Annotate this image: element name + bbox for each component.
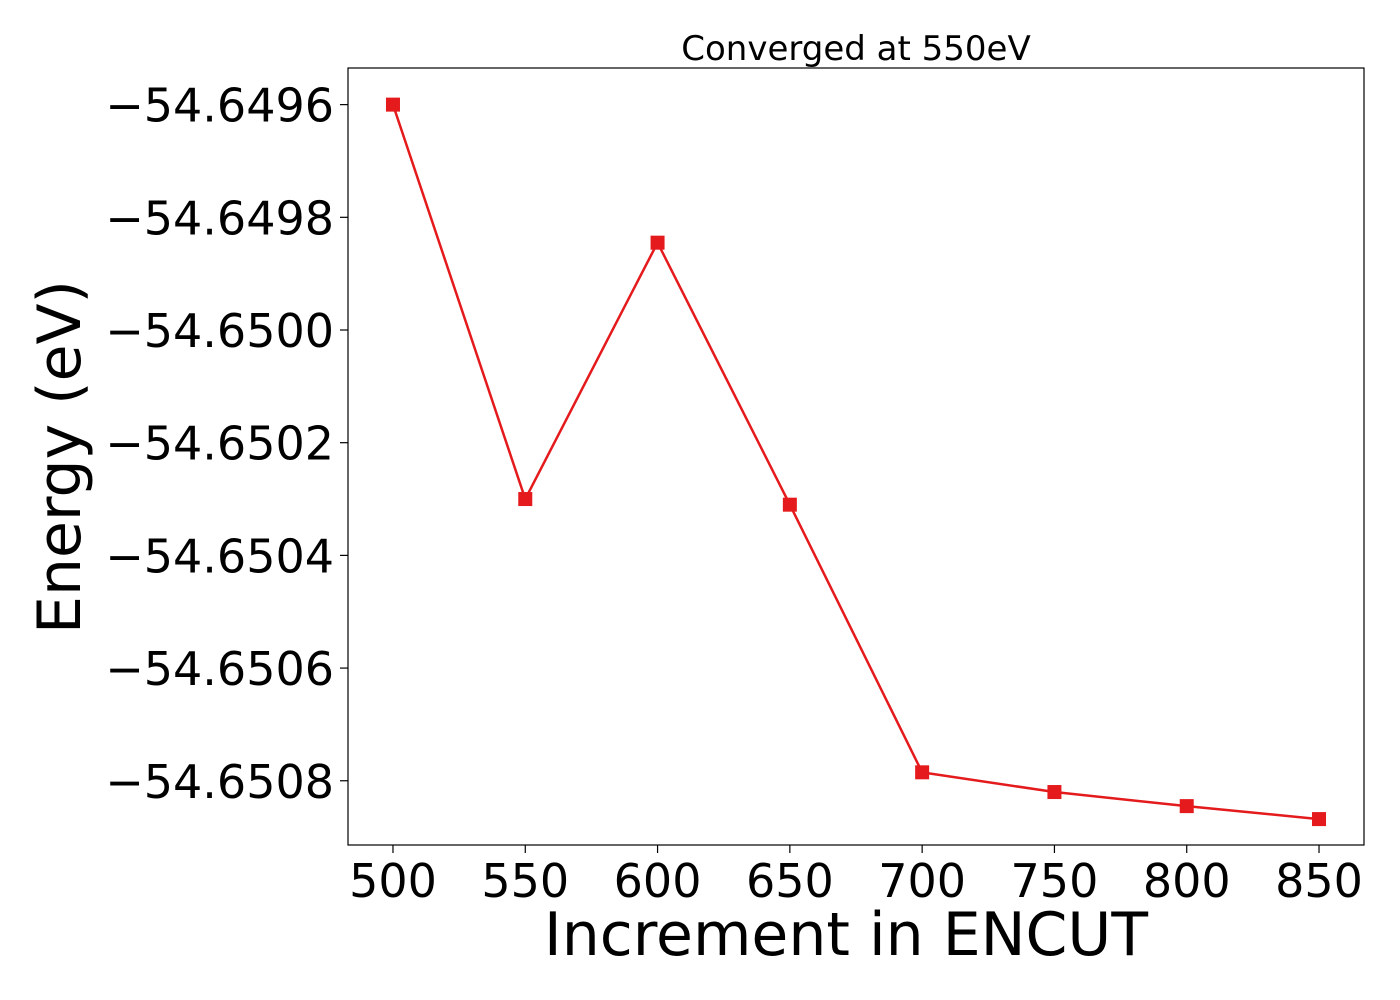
y-tick-label: −54.6508: [105, 755, 334, 809]
y-tick-label: −54.6500: [105, 304, 334, 358]
x-tick-label: 550: [481, 854, 569, 908]
x-tick-label: 850: [1275, 854, 1363, 908]
y-tick-label: −54.6506: [105, 642, 334, 696]
data-point: [915, 765, 930, 780]
data-point: [518, 492, 533, 507]
plot-area: [347, 67, 1365, 846]
data-point: [1179, 799, 1194, 814]
x-tick-label: 700: [878, 854, 966, 908]
x-tick-label: 650: [746, 854, 834, 908]
y-axis-label: Energy (eV): [25, 280, 95, 634]
data-point: [782, 497, 797, 512]
y-tick-label: −54.6504: [105, 529, 334, 583]
y-axis: −54.6496 −54.6498 −54.6500 −54.6502 −54.6504…: [105, 79, 348, 809]
x-tick-label: 500: [349, 854, 437, 908]
data-point: [385, 97, 400, 112]
series-line: [391, 104, 1320, 821]
plot-frame: [347, 67, 1365, 846]
y-tick-label: −54.6496: [105, 79, 334, 133]
data-point: [1312, 812, 1327, 827]
x-axis-label: Increment in ENCUT: [544, 900, 1148, 970]
y-tick-label: −54.6502: [105, 417, 334, 471]
x-tick-label: 800: [1143, 854, 1231, 908]
data-point: [1047, 785, 1062, 800]
data-point: [650, 235, 665, 250]
y-tick-label: −54.6498: [105, 191, 334, 245]
x-axis: 500 550 600 650 700 750 800 850: [349, 845, 1363, 908]
x-tick-label: 600: [614, 854, 702, 908]
series-layer: [385, 97, 1327, 827]
chart-title: Converged at 550eV: [681, 29, 1030, 69]
x-tick-label: 750: [1011, 854, 1099, 908]
